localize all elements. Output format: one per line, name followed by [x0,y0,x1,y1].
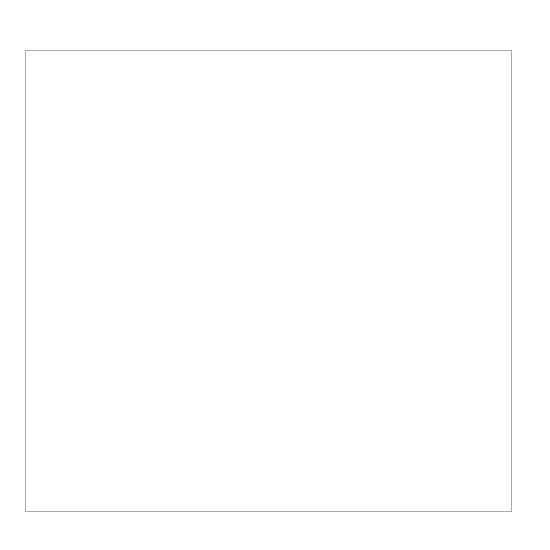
tide-chart [10,10,540,540]
plot-area [25,50,512,512]
y-axis [515,50,535,510]
plot-svg [26,51,326,201]
